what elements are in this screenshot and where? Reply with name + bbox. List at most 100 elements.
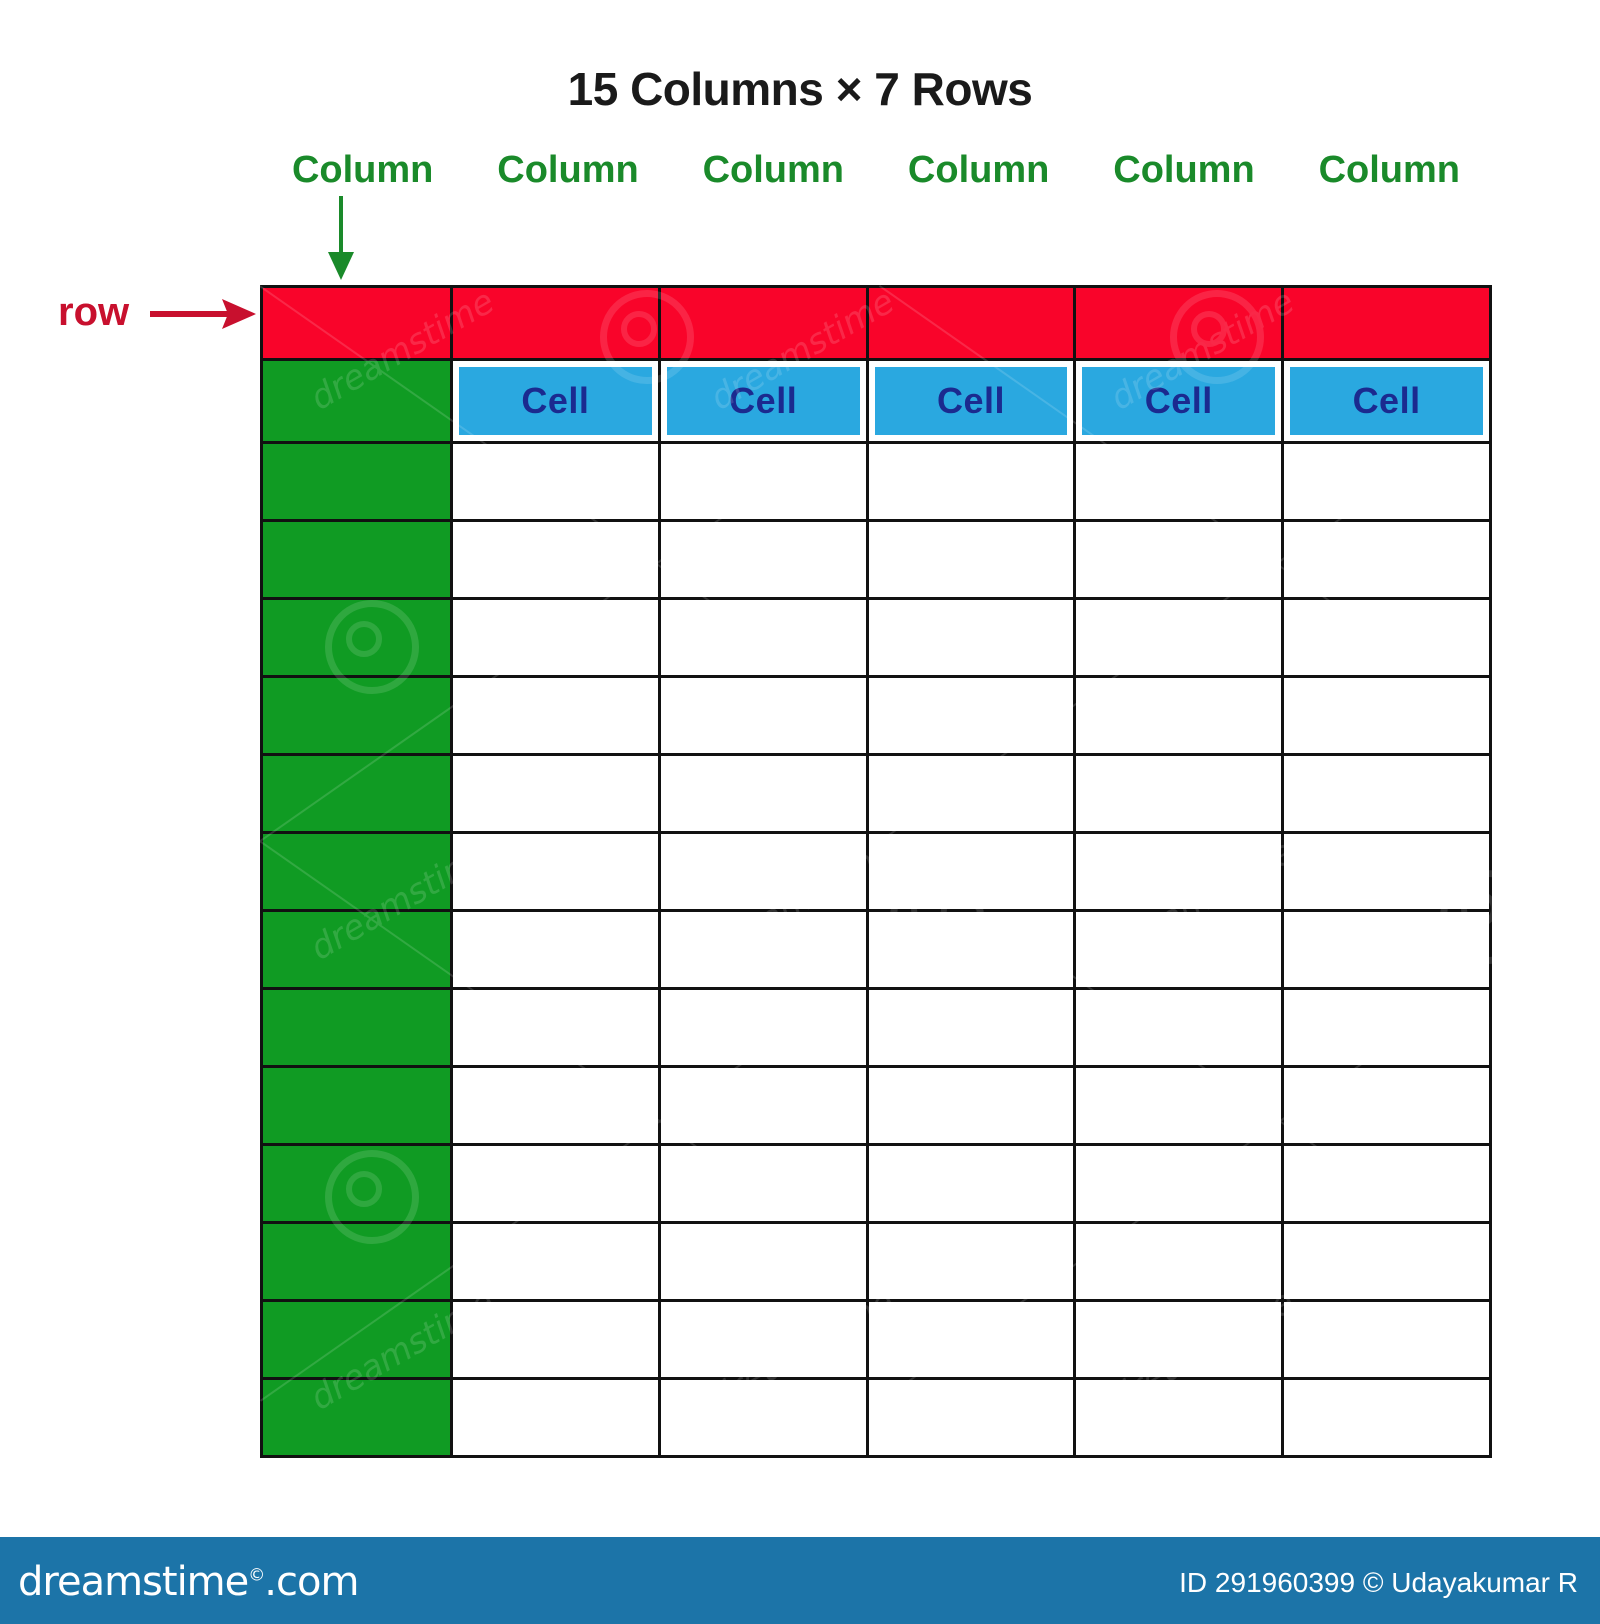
header-cell[interactable] — [1076, 288, 1285, 358]
table-cell[interactable] — [868, 1380, 1077, 1455]
table-row — [263, 522, 1489, 600]
table-cell[interactable] — [1076, 834, 1285, 909]
table-cell[interactable] — [1076, 444, 1285, 519]
table-cell[interactable]: Cell — [868, 361, 1077, 441]
table-cell[interactable] — [868, 756, 1077, 831]
table-cell[interactable] — [1076, 600, 1285, 675]
table-cell[interactable] — [1076, 990, 1285, 1065]
row-header-cell[interactable] — [263, 678, 453, 753]
table-cell[interactable] — [868, 522, 1077, 597]
row-header-cell[interactable] — [263, 912, 453, 987]
table-cell[interactable] — [453, 600, 661, 675]
table-cell[interactable] — [453, 756, 661, 831]
table-cell[interactable] — [453, 1068, 661, 1143]
table-cell[interactable] — [453, 678, 661, 753]
table-cell[interactable] — [660, 1146, 869, 1221]
table-cell[interactable] — [660, 678, 869, 753]
cell-box[interactable]: Cell — [456, 364, 655, 438]
header-cell[interactable] — [1284, 288, 1489, 358]
row-header-cell[interactable] — [263, 1146, 453, 1221]
table-cell[interactable] — [660, 990, 869, 1065]
table-cell[interactable] — [868, 444, 1077, 519]
table-cell[interactable] — [1284, 990, 1489, 1065]
table-cell[interactable] — [453, 522, 661, 597]
row-header-cell[interactable] — [263, 990, 453, 1065]
table-cell[interactable] — [1284, 756, 1489, 831]
cell-box[interactable]: Cell — [663, 364, 863, 438]
table-cell[interactable] — [1076, 1068, 1285, 1143]
table-cell[interactable] — [868, 1302, 1077, 1377]
table-cell[interactable] — [1076, 1224, 1285, 1299]
table-cell[interactable] — [1076, 1302, 1285, 1377]
table-cell[interactable] — [868, 834, 1077, 909]
row-header-cell[interactable] — [263, 1224, 453, 1299]
table-cell[interactable] — [660, 444, 869, 519]
row-header-cell[interactable] — [263, 600, 453, 675]
table-cell[interactable] — [1284, 1224, 1489, 1299]
table-cell[interactable] — [1076, 1380, 1285, 1455]
row-header-cell[interactable] — [263, 1380, 453, 1455]
table-cell[interactable] — [1284, 1302, 1489, 1377]
table-cell[interactable] — [868, 912, 1077, 987]
table-cell[interactable] — [1284, 834, 1489, 909]
table-cell[interactable] — [1284, 1146, 1489, 1221]
column-label-1: Column — [291, 149, 434, 191]
table-cell[interactable] — [868, 990, 1077, 1065]
table-cell[interactable] — [1284, 1380, 1489, 1455]
table-cell[interactable] — [660, 1068, 869, 1143]
cell-box[interactable]: Cell — [1287, 364, 1486, 438]
row-header-cell[interactable] — [263, 361, 453, 441]
dreamstime-logo[interactable]: dreamstime©.com — [18, 1559, 359, 1605]
row-header-cell[interactable] — [263, 444, 453, 519]
table-cell[interactable] — [868, 1068, 1077, 1143]
table-cell[interactable] — [1076, 912, 1285, 987]
table-cell[interactable] — [453, 1302, 661, 1377]
table-cell[interactable]: Cell — [660, 361, 869, 441]
table-cell[interactable] — [1284, 912, 1489, 987]
table-cell[interactable] — [660, 834, 869, 909]
table-cell[interactable] — [660, 912, 869, 987]
header-cell[interactable] — [263, 288, 453, 358]
row-header-cell[interactable] — [263, 522, 453, 597]
table-cell[interactable] — [453, 1146, 661, 1221]
table-cell[interactable] — [453, 912, 661, 987]
table-cell[interactable] — [1284, 678, 1489, 753]
table-cell[interactable] — [868, 1224, 1077, 1299]
table-cell[interactable]: Cell — [1076, 361, 1285, 441]
header-cell[interactable] — [660, 288, 869, 358]
table-cell[interactable] — [453, 990, 661, 1065]
table-cell[interactable] — [868, 600, 1077, 675]
table-cell[interactable] — [660, 756, 869, 831]
header-cell[interactable] — [453, 288, 661, 358]
table-cell[interactable] — [660, 522, 869, 597]
table-cell[interactable]: Cell — [453, 361, 661, 441]
table-cell[interactable] — [1076, 522, 1285, 597]
table-cell[interactable] — [453, 834, 661, 909]
table-cell[interactable] — [660, 1302, 869, 1377]
table-cell[interactable] — [1076, 756, 1285, 831]
row-header-cell[interactable] — [263, 1068, 453, 1143]
table-cell[interactable] — [1284, 444, 1489, 519]
table-cell[interactable] — [1076, 678, 1285, 753]
table-cell[interactable] — [1284, 1068, 1489, 1143]
table-cell[interactable] — [453, 444, 661, 519]
cell-box[interactable]: Cell — [1079, 364, 1279, 438]
table-cell[interactable]: Cell — [1284, 361, 1489, 441]
table-cell[interactable] — [660, 1380, 869, 1455]
table-cell[interactable] — [660, 600, 869, 675]
arrow-down-icon — [328, 196, 354, 280]
table-cell[interactable] — [1284, 600, 1489, 675]
table-cell[interactable] — [453, 1224, 661, 1299]
table-cell[interactable] — [868, 1146, 1077, 1221]
row-header-cell[interactable] — [263, 1302, 453, 1377]
table-cell[interactable] — [660, 1224, 869, 1299]
table-cell[interactable] — [1076, 1146, 1285, 1221]
table-cell[interactable] — [1284, 522, 1489, 597]
row-header-cell[interactable] — [263, 834, 453, 909]
table-cell[interactable] — [453, 1380, 661, 1455]
table-cell[interactable] — [868, 678, 1077, 753]
footer-logo-mark: © — [248, 1565, 265, 1586]
row-header-cell[interactable] — [263, 756, 453, 831]
header-cell[interactable] — [868, 288, 1077, 358]
cell-box[interactable]: Cell — [871, 364, 1071, 438]
